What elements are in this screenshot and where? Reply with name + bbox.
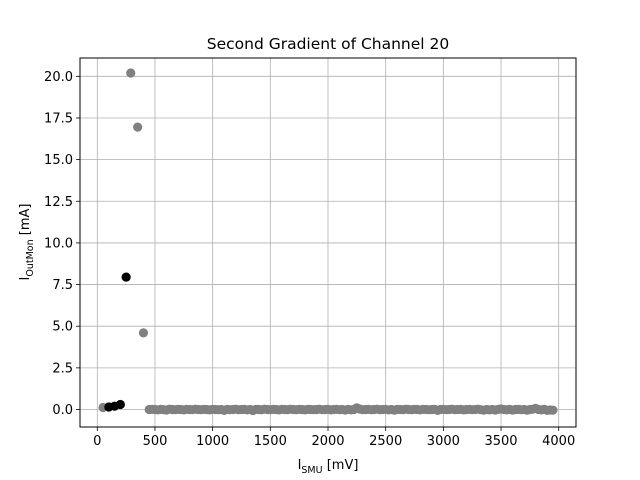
x-tick-label: 0 [93, 434, 101, 449]
data-point-series-1 [126, 68, 136, 78]
y-tick-label: 10.0 [44, 236, 73, 251]
y-tick-label: 7.5 [52, 278, 73, 293]
x-tick-label: 2500 [369, 434, 402, 449]
x-axis-ticks: 0 500 1000 1500 2000 2500 3000 3500 4000 [93, 427, 575, 449]
y-tick-label: 20.0 [44, 70, 73, 85]
y-axis-label: IOutMon [mA] [18, 204, 36, 281]
x-tick-label: 1500 [254, 434, 287, 449]
x-tick-label: 3000 [427, 434, 460, 449]
x-tick-label: 4000 [542, 434, 575, 449]
y-tick-label: 5.0 [52, 320, 73, 335]
y-axis-label-base: I [18, 277, 33, 281]
y-tick-label: 17.5 [44, 111, 73, 126]
y-axis-label-unit: [mA] [18, 204, 33, 240]
data-points [98, 68, 558, 416]
y-tick-label: 12.5 [44, 195, 73, 210]
x-axis-label-unit: [mV] [323, 458, 359, 473]
x-axis-label: ISMU [mV] [298, 458, 359, 476]
x-tick-label: 3500 [484, 434, 517, 449]
y-tick-label: 15.0 [44, 153, 73, 168]
x-axis-label-subscript: SMU [301, 465, 322, 476]
x-axis-label-base: I [298, 458, 302, 473]
x-tick-label: 2000 [311, 434, 344, 449]
data-point-series-2 [121, 272, 131, 282]
x-tick-label: 1000 [196, 434, 229, 449]
data-point-series-2 [115, 399, 125, 410]
data-point-series-1 [548, 405, 558, 415]
x-tick-label: 500 [143, 434, 168, 449]
y-axis-ticks: 0.0 2.5 5.0 7.5 10.0 12.5 15.0 17.5 20.0 [44, 70, 80, 418]
chart-title: Second Gradient of Channel 20 [207, 35, 450, 53]
y-tick-label: 2.5 [52, 361, 73, 376]
data-point-series-1 [133, 122, 143, 132]
data-point-series-1 [138, 328, 149, 338]
y-axis-label-subscript: OutMon [25, 239, 36, 276]
y-tick-label: 0.0 [52, 403, 73, 418]
